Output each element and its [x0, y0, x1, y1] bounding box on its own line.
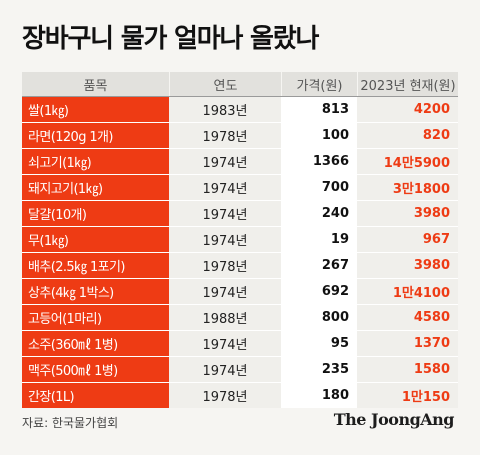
publisher-logo: The JoongAng	[333, 410, 455, 429]
table-row: 상추(4㎏ 1박스) 1974년 692 1만4100	[22, 278, 458, 304]
item-cell: 고등어(1마리)	[22, 305, 169, 330]
header-year: 연도	[169, 72, 281, 96]
current-price-cell: 1370	[357, 331, 458, 356]
current-price-cell: 1만150	[357, 383, 458, 408]
item-cell: 무(1㎏)	[22, 227, 169, 252]
year-cell: 1974년	[169, 175, 281, 200]
chart-title: 장바구니 물가 얼마나 올랐나	[22, 24, 319, 54]
table-row: 맥주(500㎖ 1병) 1974년 235 1580	[22, 356, 458, 382]
price-cell: 235	[281, 357, 357, 382]
price-cell: 692	[281, 279, 357, 304]
year-cell: 1974년	[169, 201, 281, 226]
table-header: 품목 연도 가격(원) 2023년 현재(원)	[22, 72, 458, 97]
table-body: 쌀(1㎏) 1983년 813 4200 라면(120g 1개) 1978년 100 820 쇠…	[22, 97, 458, 408]
item-cell: 배추(2.5㎏ 1포기)	[22, 253, 169, 278]
price-cell: 800	[281, 305, 357, 330]
table-row: 쇠고기(1㎏) 1974년 1366 14만5900	[22, 148, 458, 174]
price-cell: 267	[281, 253, 357, 278]
table-row: 무(1㎏) 1974년 19 967	[22, 226, 458, 252]
item-cell: 상추(4㎏ 1박스)	[22, 279, 169, 304]
price-cell: 19	[281, 227, 357, 252]
current-price-cell: 1580	[357, 357, 458, 382]
year-cell: 1978년	[169, 383, 281, 408]
current-price-cell: 820	[357, 123, 458, 148]
year-cell: 1974년	[169, 227, 281, 252]
price-cell: 813	[281, 97, 357, 122]
current-price-cell: 4580	[357, 305, 458, 330]
item-cell: 돼지고기(1㎏)	[22, 175, 169, 200]
year-cell: 1974년	[169, 357, 281, 382]
year-cell: 1974년	[169, 331, 281, 356]
table-row: 쌀(1㎏) 1983년 813 4200	[22, 97, 458, 122]
year-cell: 1974년	[169, 279, 281, 304]
table-row: 고등어(1마리) 1988년 800 4580	[22, 304, 458, 330]
table-row: 배추(2.5㎏ 1포기) 1978년 267 3980	[22, 252, 458, 278]
header-item: 품목	[22, 72, 169, 96]
current-price-cell: 3980	[357, 253, 458, 278]
current-price-cell: 3980	[357, 201, 458, 226]
table-row: 간장(1L) 1978년 180 1만150	[22, 382, 458, 408]
item-cell: 간장(1L)	[22, 383, 169, 408]
item-cell: 달걀(10개)	[22, 201, 169, 226]
year-cell: 1978년	[169, 123, 281, 148]
current-price-cell: 1만4100	[357, 279, 458, 304]
year-cell: 1974년	[169, 149, 281, 174]
current-price-cell: 3만1800	[357, 175, 458, 200]
item-cell: 소주(360㎖ 1병)	[22, 331, 169, 356]
table-row: 라면(120g 1개) 1978년 100 820	[22, 122, 458, 148]
header-price: 가격(원)	[281, 72, 357, 96]
price-cell: 180	[281, 383, 357, 408]
table-row: 소주(360㎖ 1병) 1974년 95 1370	[22, 330, 458, 356]
item-cell: 라면(120g 1개)	[22, 123, 169, 148]
price-table: 품목 연도 가격(원) 2023년 현재(원) 쌀(1㎏) 1983년 813 420…	[22, 72, 458, 408]
item-cell: 맥주(500㎖ 1병)	[22, 357, 169, 382]
price-cell: 1366	[281, 149, 357, 174]
price-cell: 240	[281, 201, 357, 226]
price-cell: 95	[281, 331, 357, 356]
table-row: 돼지고기(1㎏) 1974년 700 3만1800	[22, 174, 458, 200]
year-cell: 1983년	[169, 97, 281, 122]
source-note: 자료: 한국물가협회	[22, 416, 119, 430]
current-price-cell: 967	[357, 227, 458, 252]
header-current-price: 2023년 현재(원)	[357, 72, 458, 96]
year-cell: 1988년	[169, 305, 281, 330]
table-row: 달걀(10개) 1974년 240 3980	[22, 200, 458, 226]
item-cell: 쌀(1㎏)	[22, 97, 169, 122]
price-cell: 100	[281, 123, 357, 148]
current-price-cell: 14만5900	[357, 149, 458, 174]
current-price-cell: 4200	[357, 97, 458, 122]
year-cell: 1978년	[169, 253, 281, 278]
price-cell: 700	[281, 175, 357, 200]
item-cell: 쇠고기(1㎏)	[22, 149, 169, 174]
